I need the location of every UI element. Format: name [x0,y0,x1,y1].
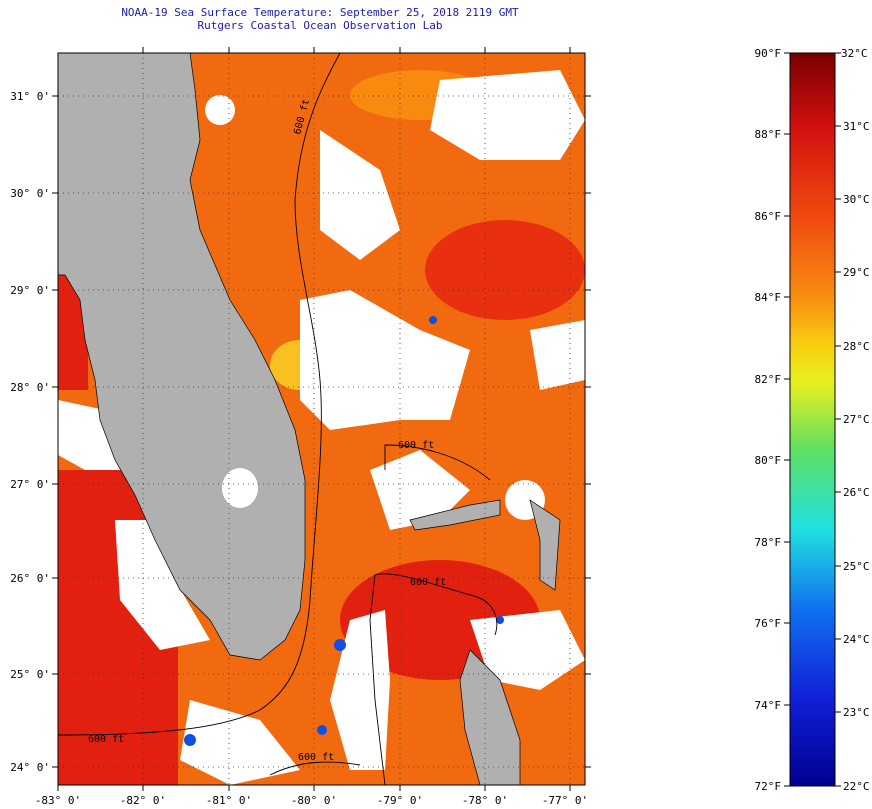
scale-label-c: 29°C [843,266,870,279]
contour-label-600ft: 600 ft [398,440,434,451]
map-frame [57,52,586,786]
lon-label: -83° 0' [35,794,81,807]
warm-patch [425,220,585,320]
scale-label-c: 27°C [843,413,870,426]
lon-labels: -83° 0' -82° 0' -81° 0' -80° 0' -79° 0' … [35,794,588,807]
lon-label: -78° 0' [462,794,508,807]
abaco-island [529,499,561,591]
scale-label-c: 32°C [841,47,868,60]
contour-label-600ft: 600 ft [88,734,124,745]
lon-label: -82° 0' [120,794,166,807]
scale-label-c: 23°C [843,706,870,719]
lat-label: 30° 0' [10,187,50,200]
cold-spots [184,316,504,746]
depth-contours [58,53,498,785]
lat-label: 31° 0' [10,90,50,103]
scale-label-f: 86°F [755,210,782,223]
contour-label-600ft: 600 ft [410,577,446,588]
scale-label-c: 30°C [843,193,870,206]
graticule [58,53,585,785]
scale-label-f: 88°F [755,128,782,141]
scale-f-labels: 90°F 88°F 86°F 84°F 82°F 80°F 78°F 76°F … [755,47,782,793]
lat-label: 24° 0' [10,761,50,774]
lon-label: -80° 0' [291,794,337,807]
lat-label: 26° 0' [10,572,50,585]
map-title: NOAA-19 Sea Surface Temperature: Septemb… [121,6,519,19]
scale-label-c: 31°C [843,120,870,133]
color-scale-bar [789,52,836,787]
scale-label-c: 24°C [843,633,870,646]
scale-label-f: 80°F [755,454,782,467]
lat-labels: 31° 0' 30° 0' 29° 0' 28° 0' 27° 0' 26° 0… [10,90,50,774]
florida-land [58,53,306,661]
scale-ticks [784,52,841,787]
lat-label: 28° 0' [10,381,50,394]
map-subtitle: Rutgers Coastal Ocean Observation Lab [197,19,443,32]
scale-label-c: 22°C [843,780,870,793]
lon-label: -77° 0' [542,794,588,807]
scale-label-f: 78°F [755,536,782,549]
lon-label: -81° 0' [206,794,252,807]
scale-label-f: 72°F [755,780,782,793]
lon-label: -79° 0' [377,794,423,807]
scale-label-f: 82°F [755,373,782,386]
grand-bahama-island [409,499,501,531]
scale-label-f: 74°F [755,699,782,712]
map-ticks [52,47,591,791]
andros-island [459,649,521,785]
scale-label-f: 90°F [755,47,782,60]
lat-label: 25° 0' [10,668,50,681]
lake-okeechobee [222,468,258,508]
lat-label: 27° 0' [10,478,50,491]
scale-label-f: 84°F [755,291,782,304]
lat-label: 29° 0' [10,284,50,297]
map-area: 600 ft 600 ft 600 ft 600 ft 600 ft [58,53,585,785]
scale-label-c: 25°C [843,560,870,573]
contour-label-600ft: 600 ft [298,752,334,763]
scale-label-c: 28°C [843,340,870,353]
scale-label-c: 26°C [843,486,870,499]
scale-label-f: 76°F [755,617,782,630]
cloud-cover [58,70,585,785]
scale-c-labels: 32°C 31°C 30°C 29°C 28°C 27°C 26°C 25°C … [841,47,870,793]
